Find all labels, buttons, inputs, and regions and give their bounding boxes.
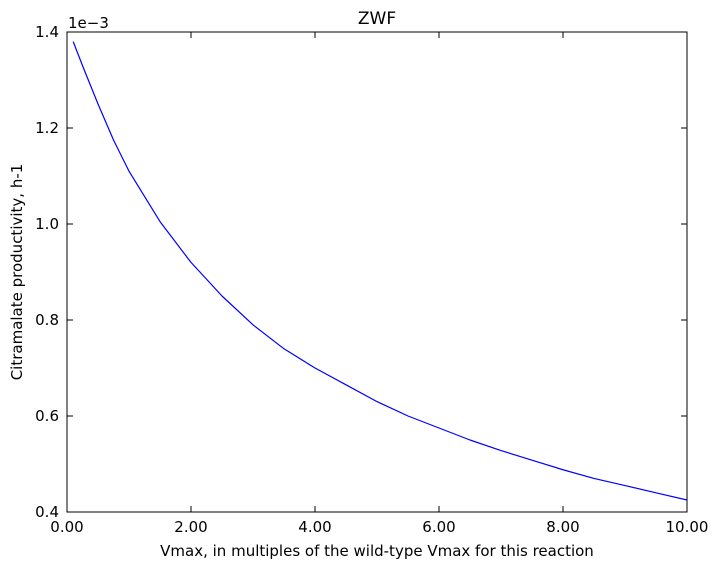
chart-title: ZWF <box>358 9 396 29</box>
tick-layer: 0.00 2.00 4.00 6.00 8.00 10.00 0.4 0.6 0.8 1.0 1.2… <box>35 23 708 536</box>
y-tick-label: 0.6 <box>35 407 59 425</box>
y-tick-label: 1.0 <box>35 215 59 233</box>
x-axis-label: Vmax, in multiples of the wild-type Vmax… <box>160 542 594 560</box>
x-tick-label: 6.00 <box>422 518 455 536</box>
y-tick-label: 1.4 <box>35 23 59 41</box>
y-tick-label: 1.2 <box>35 119 59 137</box>
series-layer <box>72 41 688 501</box>
y-tick-label: 0.4 <box>35 503 59 521</box>
y-offset-label: 1e−3 <box>68 14 109 32</box>
y-axis-label: Citramalate productivity, h-1 <box>8 164 26 381</box>
x-tick-label: 4.00 <box>298 518 331 536</box>
x-tick-label: 0.00 <box>50 518 83 536</box>
x-tick-label: 2.00 <box>174 518 207 536</box>
y-tick-label: 0.8 <box>35 311 59 329</box>
series-line <box>72 41 688 501</box>
plot-frame <box>66 31 688 513</box>
x-tick-label: 10.00 <box>666 518 709 536</box>
x-tick-label: 8.00 <box>546 518 579 536</box>
